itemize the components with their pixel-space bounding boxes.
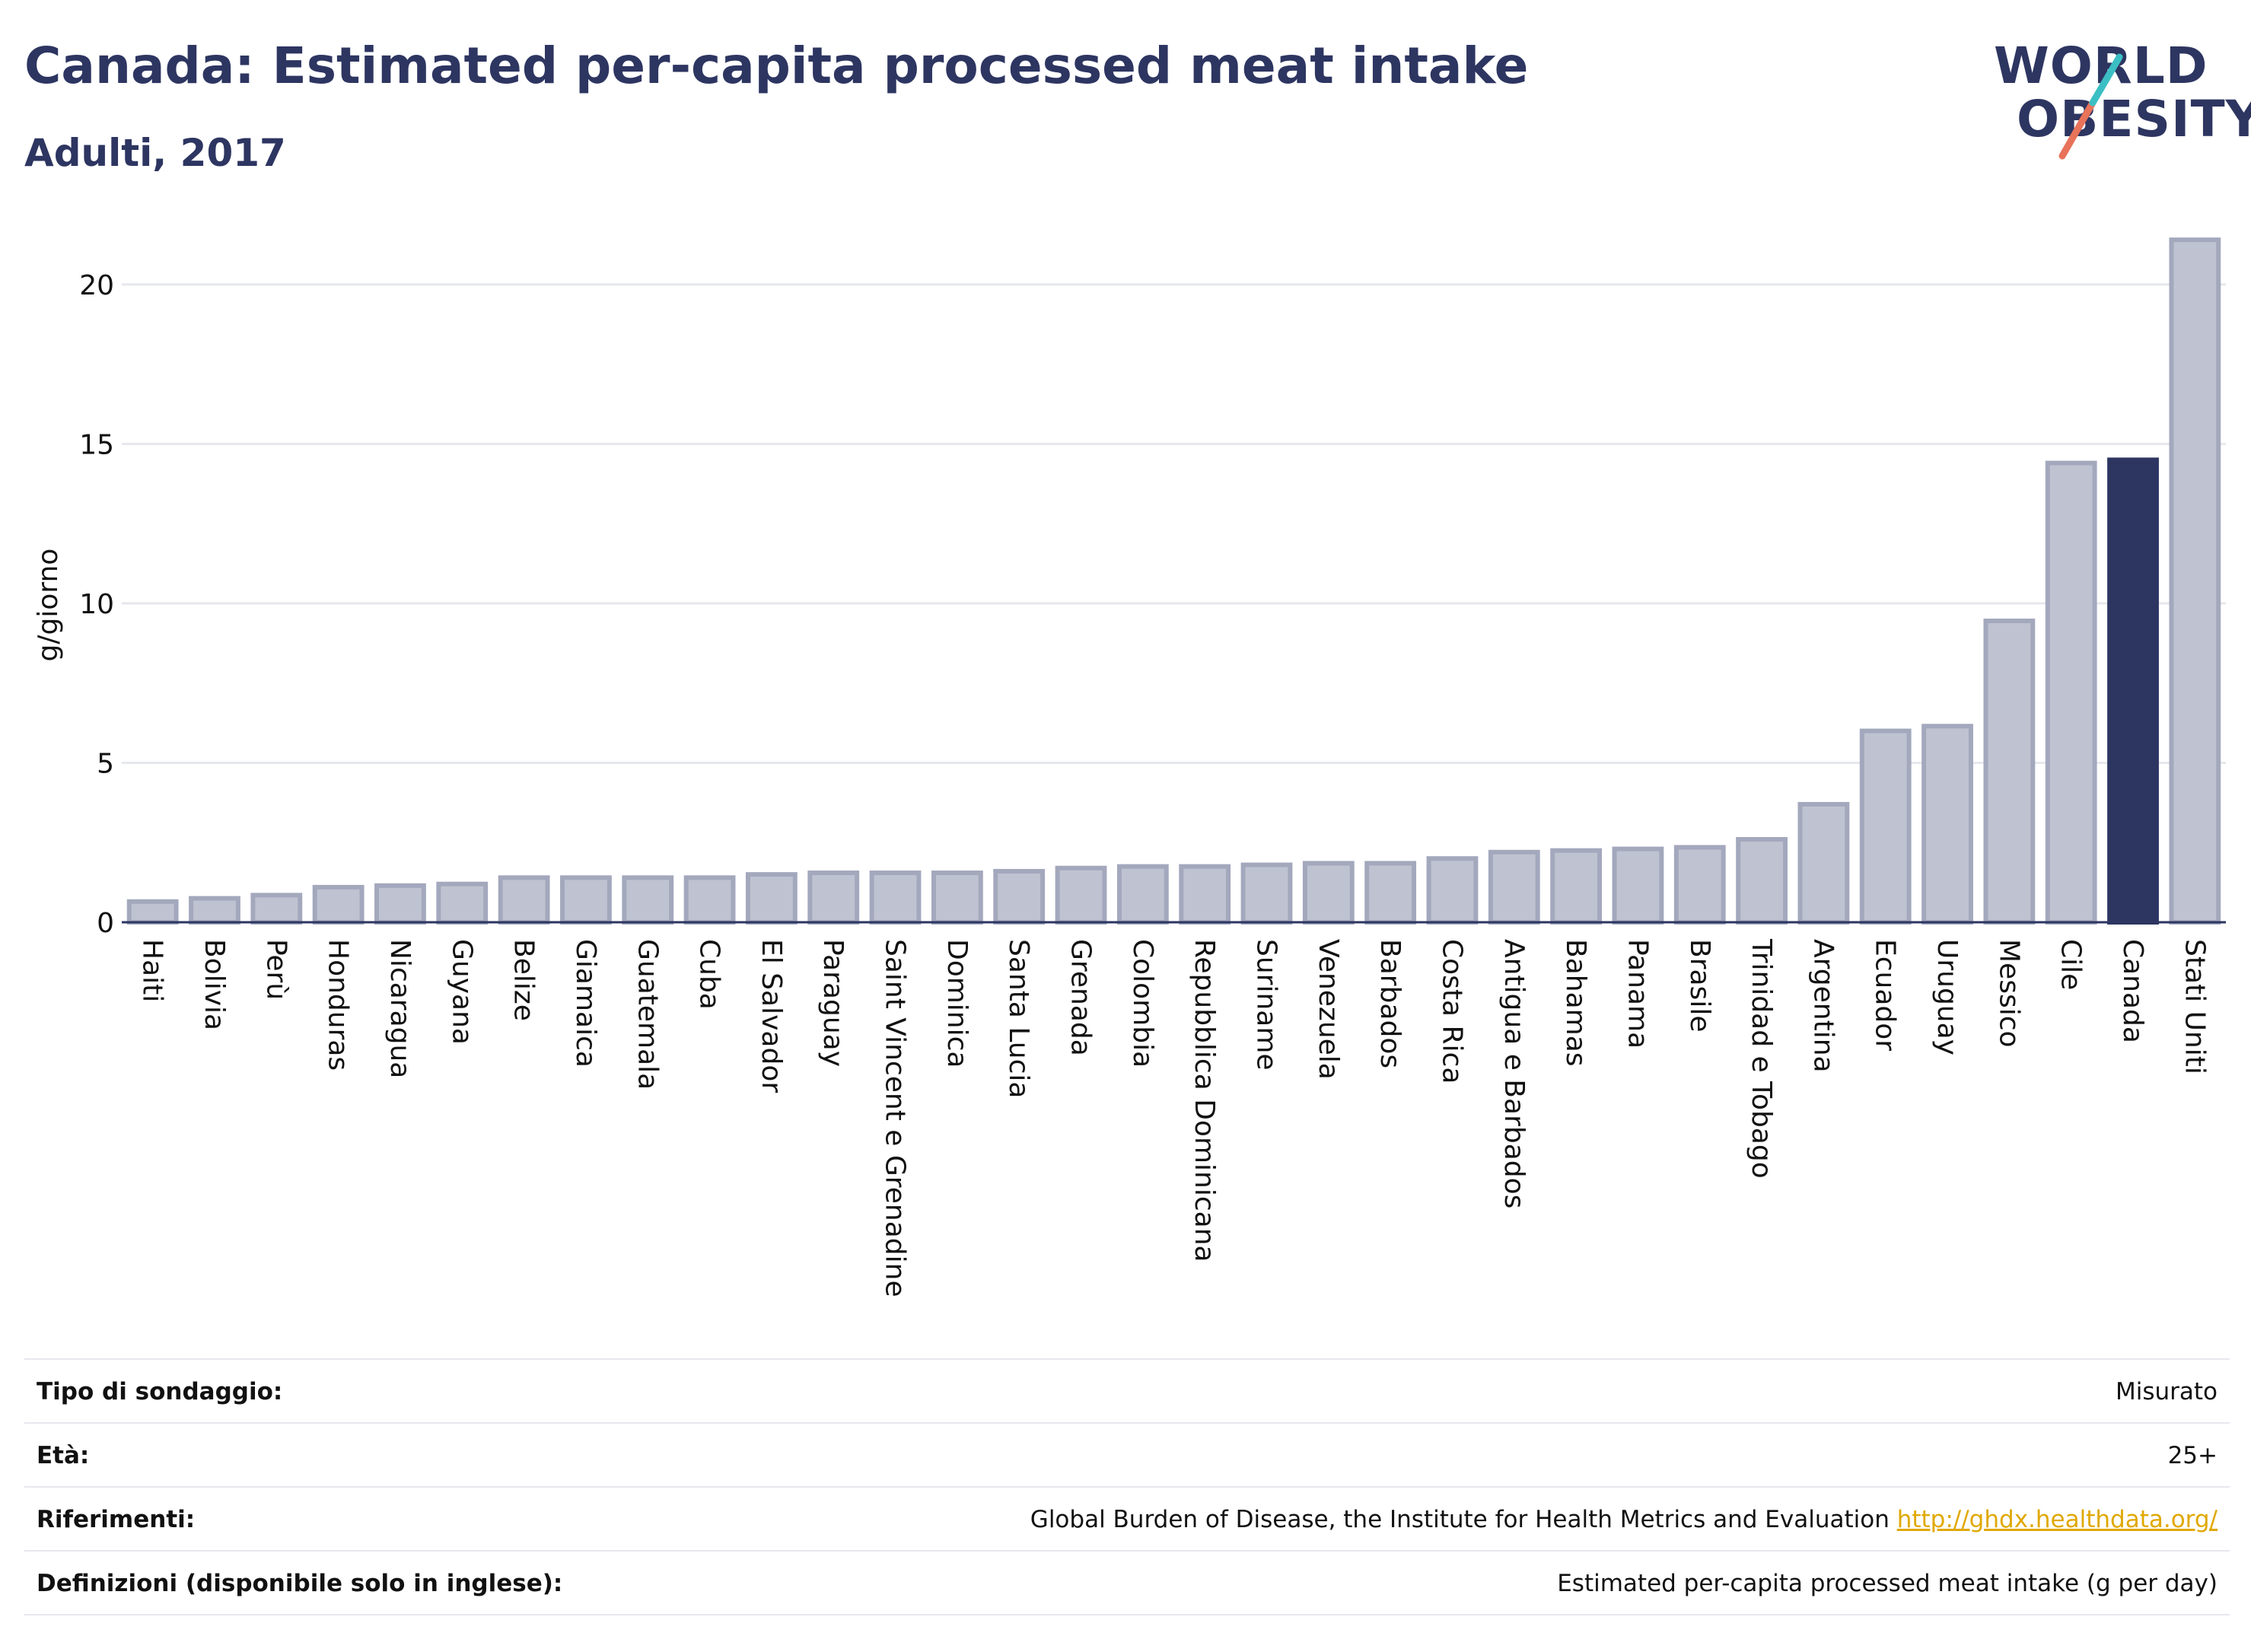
metadata-row: Definizioni (disponibile solo in inglese…: [24, 1550, 2230, 1615]
chart-bars: [122, 237, 2226, 925]
world-obesity-logo[interactable]: WORLD OBESITY: [1979, 30, 2251, 160]
logo-slash-icon: [2058, 53, 2123, 160]
y-tick-label: 5: [97, 748, 114, 779]
bar-belize[interactable]: [498, 875, 550, 925]
bar-suriname[interactable]: [1240, 862, 1293, 925]
bar-barbados[interactable]: [1364, 861, 1417, 925]
bar-nicaragua[interactable]: [374, 883, 426, 925]
bar-grenada[interactable]: [1055, 865, 1107, 925]
y-tick-label: 0: [97, 908, 114, 939]
metadata-row: Età: 25+: [24, 1422, 2230, 1486]
x-tick-label: Bahamas: [1560, 939, 1591, 1067]
bar-dominica[interactable]: [931, 871, 983, 925]
metadata-label: Tipo di sondaggio:: [37, 1378, 283, 1405]
x-tick-label: Cuba: [694, 939, 725, 1010]
x-tick-label: Repubblica Dominicana: [1189, 939, 1220, 1262]
metadata-label: Riferimenti:: [37, 1506, 196, 1533]
bar-cile[interactable]: [2045, 460, 2097, 925]
x-tick-label: Brasile: [1684, 939, 1715, 1032]
bar-stati-uniti[interactable]: [2169, 237, 2221, 925]
bar-giamaica[interactable]: [560, 875, 612, 925]
bar-haiti[interactable]: [126, 899, 179, 925]
x-tick-label: Honduras: [323, 939, 354, 1071]
bar-cuba[interactable]: [683, 875, 736, 925]
metadata-value: Estimated per-capita processed meat inta…: [1557, 1570, 2218, 1597]
x-tick-label: Haiti: [137, 939, 168, 1002]
x-tick-label: Cile: [2055, 939, 2087, 990]
bar-ecuador[interactable]: [1859, 728, 1912, 925]
x-axis-labels: Haiti Bolivia Perù Honduras Nicaragua Guyana B…: [137, 938, 2211, 1297]
bar-saint-vincent-e-grenadine[interactable]: [869, 871, 922, 925]
bar-santa-lucia[interactable]: [993, 868, 1046, 925]
logo-line-2: OBESITY: [2017, 90, 2251, 148]
chart-subtitle: Adulti, 2017: [24, 131, 286, 175]
x-tick-label: Barbados: [1374, 939, 1406, 1068]
x-tick-label: Guyana: [446, 939, 477, 1045]
bar-repubblica-dominicana[interactable]: [1179, 864, 1231, 925]
bar-honduras[interactable]: [312, 884, 365, 925]
bar-per-[interactable]: [250, 893, 303, 925]
x-tick-label: Argentina: [1807, 939, 1839, 1073]
bar-bolivia[interactable]: [189, 896, 240, 925]
bar-antigua-e-barbados[interactable]: [1488, 849, 1540, 925]
bar-uruguay[interactable]: [1921, 724, 1973, 925]
bar-bahamas[interactable]: [1550, 848, 1603, 925]
x-tick-label: Antigua e Barbados: [1498, 939, 1530, 1208]
bar-el-salvador[interactable]: [745, 872, 798, 925]
metadata-label: Età:: [37, 1442, 90, 1469]
x-tick-label: Canada: [2117, 939, 2148, 1043]
metadata-value: Misurato: [2115, 1378, 2218, 1405]
x-tick-label: Dominica: [941, 939, 973, 1068]
x-tick-label: Uruguay: [1931, 939, 1963, 1055]
metadata-label: Definizioni (disponibile solo in inglese…: [37, 1570, 563, 1597]
y-axis: 0 5 10 15 20: [79, 270, 114, 939]
metadata-row: Riferimenti: Global Burden of Disease, th…: [24, 1486, 2230, 1550]
bar-costa-rica[interactable]: [1426, 856, 1479, 925]
x-tick-label: El Salvador: [756, 939, 787, 1093]
metadata-row: Tipo di sondaggio: Misurato: [24, 1358, 2230, 1422]
x-tick-label: Colombia: [1127, 939, 1158, 1068]
bar-guyana[interactable]: [436, 881, 489, 925]
x-tick-label: Perù: [260, 939, 291, 1000]
bar-canada[interactable]: [2107, 457, 2159, 925]
x-tick-label: Panama: [1622, 939, 1653, 1049]
bar-chart: 0 5 10 15 20 Haiti Bolivia Perù Honduras Nicarag…: [33, 237, 2226, 1297]
y-axis-label: g/giorno: [33, 549, 64, 662]
x-tick-label: Suriname: [1250, 939, 1282, 1071]
x-tick-label: Grenada: [1065, 939, 1097, 1056]
bar-messico[interactable]: [1983, 618, 2036, 925]
bar-paraguay[interactable]: [807, 871, 860, 925]
bar-argentina[interactable]: [1797, 801, 1850, 925]
bar-trinidad-e-tobago[interactable]: [1736, 837, 1788, 925]
metadata-table: Tipo di sondaggio: Misurato Età: 25+ Riferim…: [24, 1358, 2230, 1615]
x-tick-label: Paraguay: [817, 939, 849, 1067]
x-tick-label: Ecuador: [1870, 939, 1901, 1051]
x-tick-label: Venezuela: [1313, 939, 1344, 1080]
y-tick-label: 15: [79, 429, 114, 460]
bar-brasile[interactable]: [1673, 845, 1726, 925]
x-tick-label: Belize: [508, 939, 540, 1021]
reference-link[interactable]: http://ghdx.healthdata.org/: [1896, 1506, 2218, 1533]
x-tick-label: Bolivia: [199, 939, 230, 1030]
metadata-value: 25+: [2167, 1442, 2218, 1469]
x-tick-label: Costa Rica: [1436, 939, 1467, 1084]
x-tick-label: Saint Vincent e Grenadine: [880, 939, 911, 1297]
chart-grid: [122, 283, 2226, 764]
x-tick-label: Nicaragua: [384, 939, 415, 1078]
bar-panama[interactable]: [1612, 846, 1664, 925]
x-tick-label: Messico: [1993, 939, 2024, 1048]
x-tick-label: Santa Lucia: [1003, 939, 1034, 1098]
bar-guatemala[interactable]: [622, 875, 674, 925]
x-tick-label: Guatemala: [632, 939, 663, 1090]
bar-colombia[interactable]: [1116, 864, 1169, 925]
y-tick-label: 10: [79, 589, 114, 620]
metadata-value: Global Burden of Disease, the Institute …: [1030, 1506, 2218, 1533]
y-tick-label: 20: [79, 270, 114, 301]
chart-title: Canada: Estimated per-capita processed m…: [24, 37, 1529, 95]
bar-venezuela[interactable]: [1302, 861, 1355, 925]
x-tick-label: Giamaica: [570, 939, 601, 1068]
x-tick-label: Stati Uniti: [2179, 939, 2210, 1074]
x-tick-label: Trinidad e Tobago: [1746, 938, 1777, 1179]
